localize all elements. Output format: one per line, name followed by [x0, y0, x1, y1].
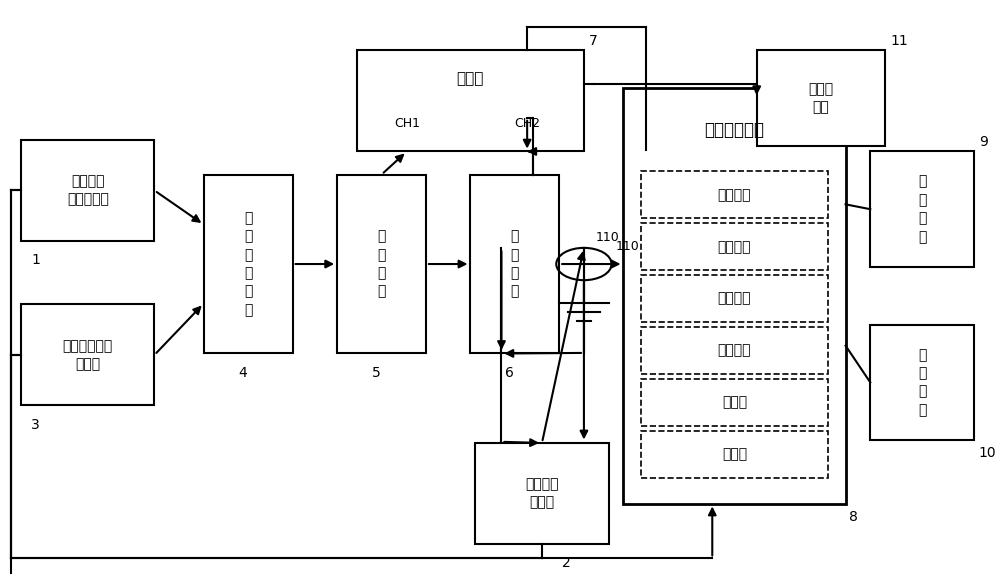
- FancyBboxPatch shape: [641, 275, 828, 322]
- Text: 中心控制单元: 中心控制单元: [704, 121, 764, 139]
- Text: 1: 1: [31, 253, 40, 267]
- Text: 4: 4: [238, 365, 247, 379]
- Text: 7: 7: [589, 34, 598, 48]
- Text: 110: 110: [596, 231, 620, 244]
- Text: 显
示
单
元: 显 示 单 元: [918, 175, 926, 244]
- FancyBboxPatch shape: [757, 50, 885, 146]
- FancyBboxPatch shape: [641, 171, 828, 219]
- FancyBboxPatch shape: [204, 175, 293, 353]
- Text: 110: 110: [616, 240, 639, 253]
- Text: 幅频特性: 幅频特性: [718, 240, 751, 253]
- Text: 8: 8: [849, 510, 857, 524]
- Text: 2: 2: [562, 556, 570, 570]
- FancyBboxPatch shape: [870, 325, 974, 440]
- Text: 传输阻抗: 传输阻抗: [718, 292, 751, 306]
- FancyBboxPatch shape: [21, 304, 154, 405]
- FancyBboxPatch shape: [337, 175, 426, 353]
- Text: 3: 3: [31, 418, 40, 432]
- Text: 示波器: 示波器: [457, 71, 484, 86]
- FancyBboxPatch shape: [641, 431, 828, 478]
- FancyBboxPatch shape: [357, 50, 584, 151]
- Text: 信
号
调
理
模
块: 信 号 调 理 模 块: [244, 211, 252, 317]
- Text: CH2: CH2: [514, 117, 540, 130]
- Text: 10: 10: [979, 447, 996, 461]
- Text: 灵敏度: 灵敏度: [722, 448, 747, 462]
- Text: 标准局放信号
发生器: 标准局放信号 发生器: [63, 339, 113, 371]
- Text: 匹
配
阻
抗: 匹 配 阻 抗: [511, 230, 519, 299]
- Text: 11: 11: [890, 34, 908, 48]
- Text: CH1: CH1: [394, 117, 420, 130]
- FancyBboxPatch shape: [475, 443, 609, 544]
- Text: 5: 5: [372, 365, 380, 379]
- Text: 人
机
接
口: 人 机 接 口: [918, 348, 926, 417]
- Text: 调频调幅
信号发生器: 调频调幅 信号发生器: [67, 174, 109, 206]
- Text: 工频电流
发生器: 工频电流 发生器: [525, 477, 559, 510]
- Text: 6: 6: [505, 365, 514, 379]
- FancyBboxPatch shape: [641, 327, 828, 374]
- Text: 检测频带: 检测频带: [718, 343, 751, 358]
- FancyBboxPatch shape: [870, 151, 974, 267]
- FancyBboxPatch shape: [21, 140, 154, 241]
- Text: 饱和特性: 饱和特性: [718, 188, 751, 202]
- Text: 线性度: 线性度: [722, 396, 747, 409]
- Text: 同
轴
电
缆: 同 轴 电 缆: [377, 230, 386, 299]
- FancyBboxPatch shape: [641, 223, 828, 270]
- Text: 9: 9: [979, 135, 988, 148]
- FancyBboxPatch shape: [623, 88, 846, 503]
- FancyBboxPatch shape: [641, 379, 828, 426]
- FancyBboxPatch shape: [470, 175, 559, 353]
- Text: 局放检
测仪: 局放检 测仪: [808, 82, 833, 114]
